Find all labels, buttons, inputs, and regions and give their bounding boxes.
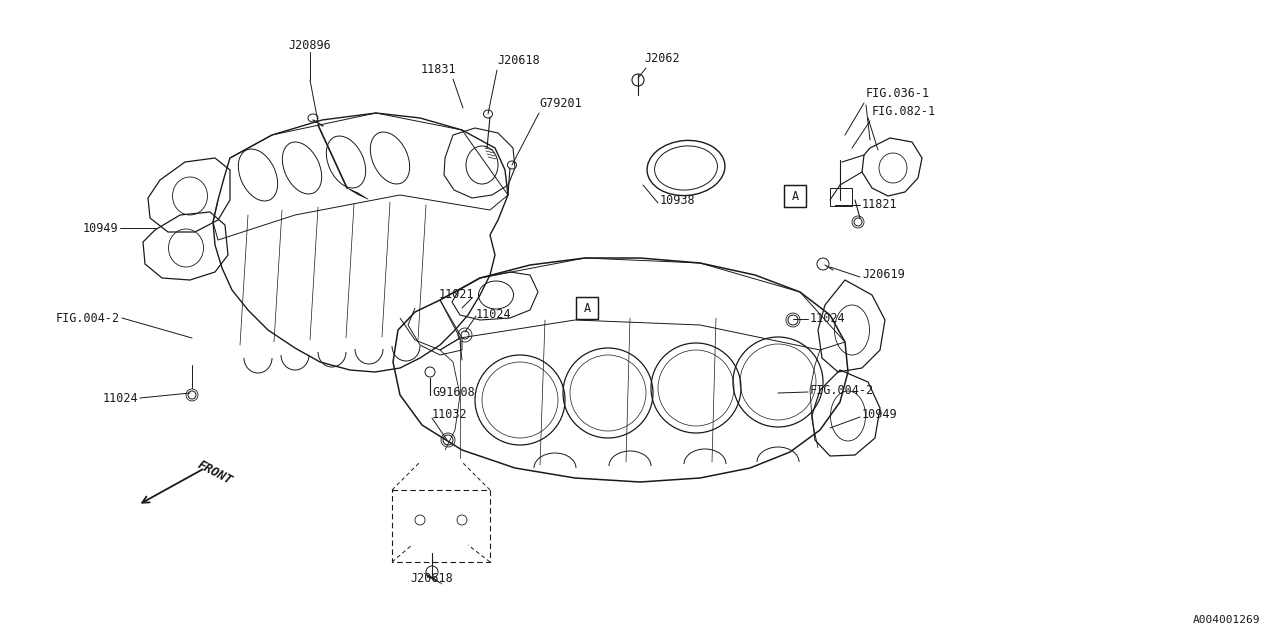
Text: 11024: 11024 <box>102 392 138 404</box>
Text: 11024: 11024 <box>476 308 512 321</box>
Text: FIG.004-2: FIG.004-2 <box>56 312 120 324</box>
Text: A: A <box>791 189 799 202</box>
Text: 11021: 11021 <box>438 289 474 301</box>
Text: 11024: 11024 <box>810 312 846 324</box>
Bar <box>576 297 598 319</box>
Text: FRONT: FRONT <box>195 458 234 488</box>
Text: FIG.082-1: FIG.082-1 <box>872 105 936 118</box>
Text: J20618: J20618 <box>411 572 453 584</box>
Text: 10949: 10949 <box>82 221 118 234</box>
Text: 11821: 11821 <box>861 198 897 211</box>
Text: 10938: 10938 <box>660 193 695 207</box>
Bar <box>392 490 490 562</box>
Bar <box>829 188 852 206</box>
Bar <box>576 297 598 319</box>
Bar <box>783 185 806 207</box>
Text: J20896: J20896 <box>288 39 332 52</box>
Text: G79201: G79201 <box>539 97 581 110</box>
Bar <box>783 185 806 207</box>
Text: J20619: J20619 <box>861 269 905 282</box>
Text: 11032: 11032 <box>433 408 467 422</box>
Text: G91608: G91608 <box>433 385 475 399</box>
Text: FIG.036-1: FIG.036-1 <box>867 87 931 100</box>
Text: J20618: J20618 <box>497 54 540 67</box>
Text: A004001269: A004001269 <box>1193 615 1260 625</box>
Text: 11831: 11831 <box>420 63 456 76</box>
Text: A: A <box>584 301 590 314</box>
Text: FIG.004-2: FIG.004-2 <box>810 383 874 397</box>
Text: J2062: J2062 <box>644 52 680 65</box>
Text: 10949: 10949 <box>861 408 897 422</box>
